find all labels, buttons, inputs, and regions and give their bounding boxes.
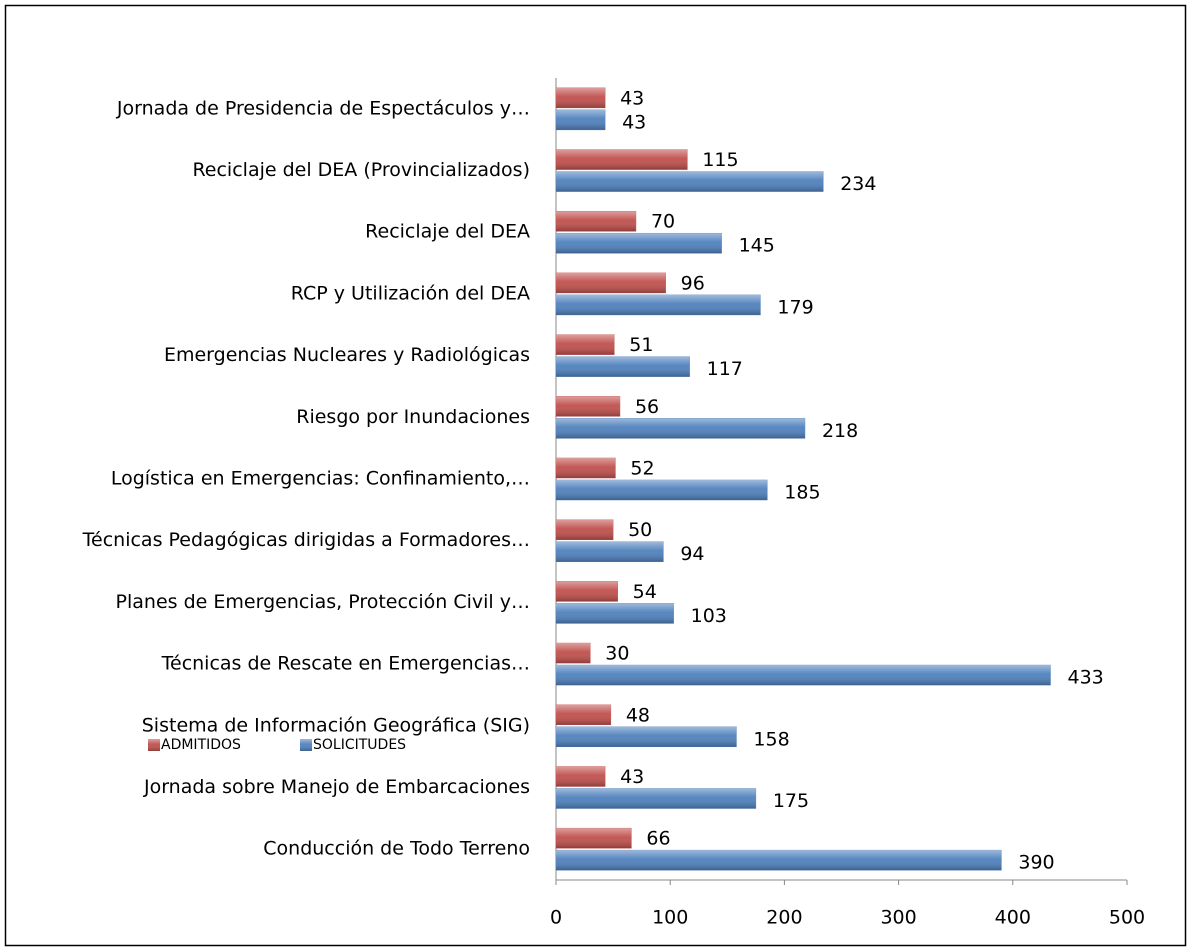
bar-shine bbox=[556, 766, 606, 787]
legend-label: ADMITIDOS bbox=[161, 737, 241, 753]
value-label: 103 bbox=[691, 605, 727, 627]
value-label: 145 bbox=[739, 235, 775, 257]
value-label: 43 bbox=[620, 766, 644, 788]
y-tick-label: Planes de Emergencias, Protección Civil … bbox=[116, 591, 530, 613]
value-label: 218 bbox=[822, 420, 858, 442]
value-label: 390 bbox=[1018, 852, 1054, 874]
y-tick-label: Riesgo por Inundaciones bbox=[296, 406, 530, 428]
y-tick-label: Técnicas de Rescate en Emergencias… bbox=[161, 653, 530, 675]
y-tick-label: Reciclaje del DEA (Provincializados) bbox=[192, 159, 530, 181]
bar-shine bbox=[556, 603, 674, 624]
value-label: 96 bbox=[681, 272, 705, 294]
value-label: 70 bbox=[651, 211, 675, 233]
bar-shine bbox=[556, 418, 805, 439]
bar-shine bbox=[556, 149, 688, 170]
value-label: 158 bbox=[753, 728, 789, 750]
value-label: 51 bbox=[629, 334, 653, 356]
bar-shine bbox=[556, 850, 1002, 871]
y-tick-label: Jornada sobre Manejo de Embarcaciones bbox=[143, 776, 530, 798]
bar-shine bbox=[556, 87, 606, 108]
value-label: 175 bbox=[773, 790, 809, 812]
bar-shine bbox=[556, 294, 761, 315]
value-label: 433 bbox=[1067, 667, 1103, 689]
x-tick-label: 100 bbox=[652, 907, 688, 929]
value-label: 50 bbox=[628, 519, 652, 541]
y-tick-label: RCP y Utilización del DEA bbox=[291, 282, 530, 304]
y-tick-label: Reciclaje del DEA bbox=[365, 221, 530, 243]
value-label: 185 bbox=[784, 482, 820, 504]
x-tick-label: 500 bbox=[1109, 907, 1145, 929]
bar-shine bbox=[556, 356, 690, 377]
legend-swatch-shine bbox=[300, 739, 312, 751]
x-tick-label: 0 bbox=[550, 907, 562, 929]
bar-shine bbox=[556, 828, 632, 849]
value-label: 94 bbox=[680, 543, 704, 565]
value-label: 52 bbox=[630, 458, 654, 480]
bar-shine bbox=[556, 396, 620, 417]
bar-shine bbox=[556, 581, 618, 602]
bar-shine bbox=[556, 726, 737, 747]
y-tick-label: Logística en Emergencias: Confinamiento,… bbox=[111, 468, 530, 490]
bar-shine bbox=[556, 519, 614, 540]
x-tick-label: 300 bbox=[880, 907, 916, 929]
bar-shine bbox=[556, 480, 768, 500]
bar-shine bbox=[556, 704, 611, 725]
value-label: 234 bbox=[840, 173, 876, 195]
value-label: 30 bbox=[605, 643, 629, 665]
y-tick-label: Emergencias Nucleares y Radiológicas bbox=[164, 344, 530, 366]
value-label: 54 bbox=[633, 581, 657, 603]
x-tick-label: 400 bbox=[995, 907, 1031, 929]
bar-shine bbox=[556, 233, 722, 254]
bar-shine bbox=[556, 788, 756, 809]
bar-shine bbox=[556, 109, 606, 130]
legend-swatch-shine bbox=[148, 739, 160, 751]
y-tick-label: Jornada de Presidencia de Espectáculos y… bbox=[116, 97, 530, 119]
value-label: 66 bbox=[646, 828, 670, 850]
bar-shine bbox=[556, 458, 616, 478]
x-tick-label: 200 bbox=[766, 907, 802, 929]
value-label: 115 bbox=[702, 149, 738, 171]
bar-shine bbox=[556, 643, 591, 664]
bar-shine bbox=[556, 541, 664, 562]
y-tick-label: Conducción de Todo Terreno bbox=[263, 838, 530, 860]
value-label: 43 bbox=[622, 111, 646, 133]
y-tick-label: Sistema de Información Geográfica (SIG) bbox=[142, 714, 530, 736]
value-label: 179 bbox=[777, 296, 813, 318]
value-label: 56 bbox=[635, 396, 659, 418]
value-label: 117 bbox=[707, 358, 743, 380]
bar-shine bbox=[556, 665, 1051, 686]
bar-shine bbox=[556, 272, 666, 293]
bar-shine bbox=[556, 211, 636, 232]
value-label: 43 bbox=[620, 87, 644, 109]
legend-label: SOLICITUDES bbox=[313, 737, 406, 753]
value-label: 48 bbox=[626, 704, 650, 726]
bar-shine bbox=[556, 334, 615, 355]
bar-shine bbox=[556, 171, 824, 192]
y-tick-label: Técnicas Pedagógicas dirigidas a Formado… bbox=[82, 529, 530, 551]
